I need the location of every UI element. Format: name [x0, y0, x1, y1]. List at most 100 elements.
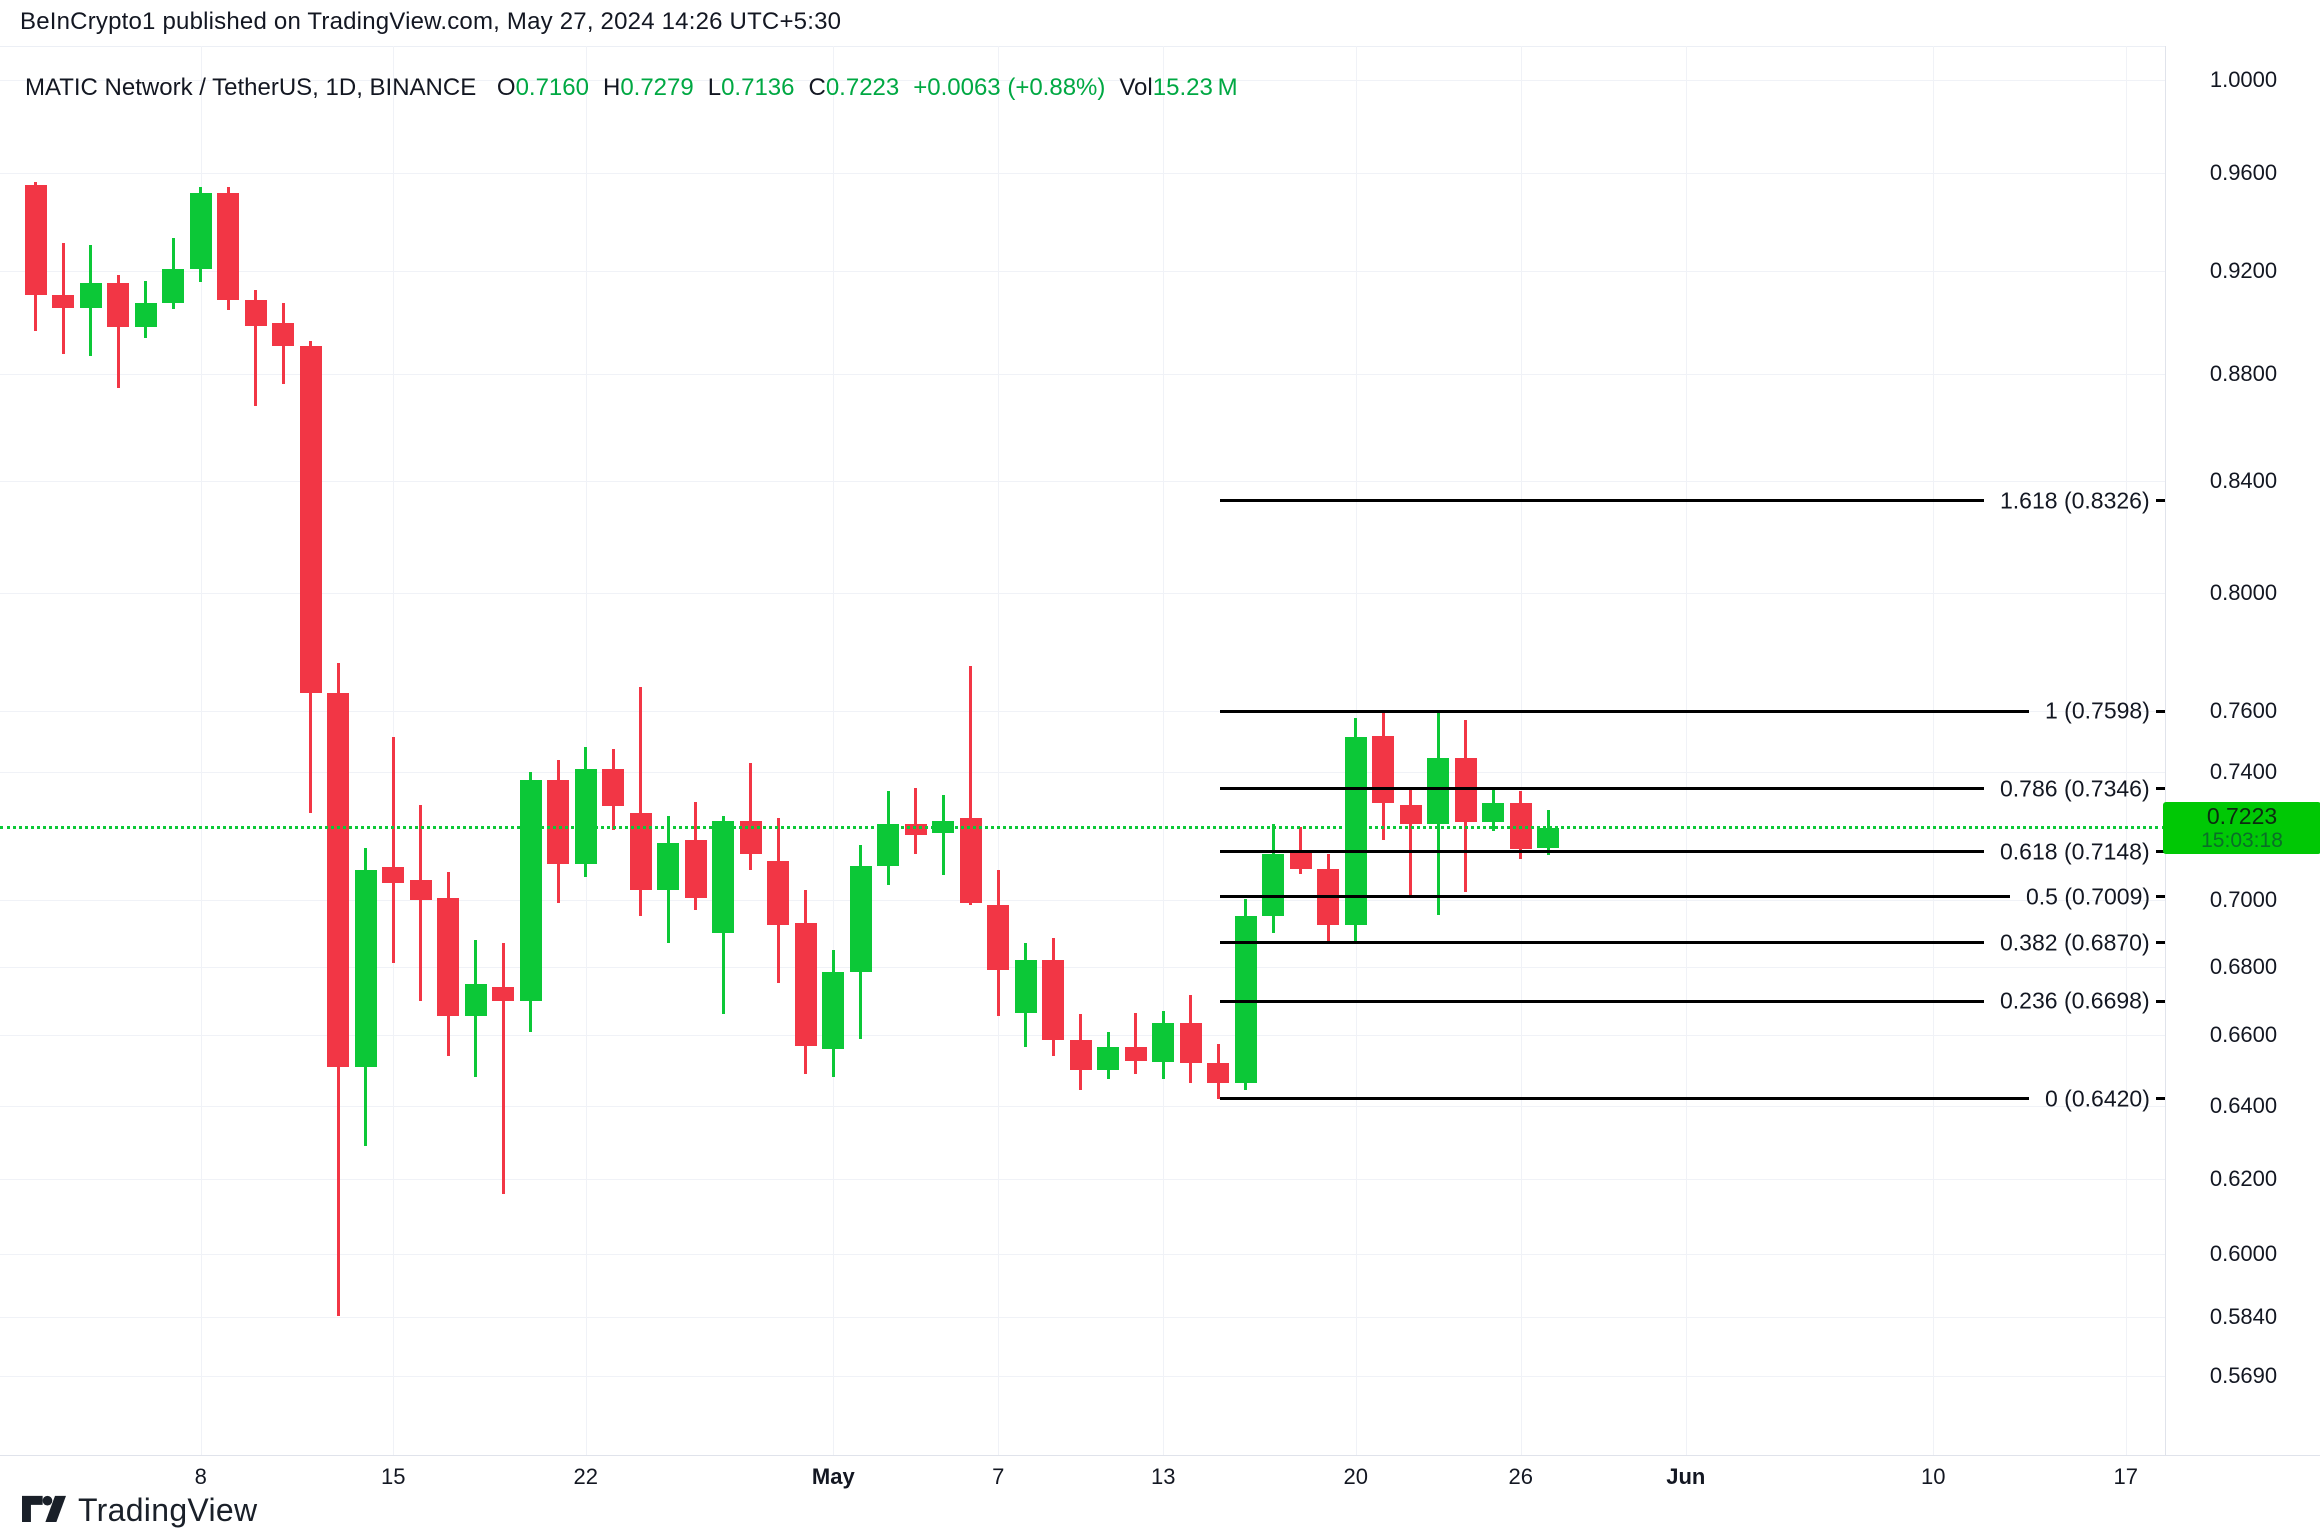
candle-body [107, 282, 130, 327]
candle-body [189, 192, 212, 269]
candle-wick [501, 942, 505, 1194]
tradingview-logo[interactable]: TradingView [22, 1492, 257, 1529]
fib-line [1220, 709, 2029, 713]
candle-body [24, 185, 47, 296]
symbol-title: MATIC Network / TetherUS, 1D, BINANCE [25, 74, 477, 101]
candle-body [1042, 959, 1065, 1041]
legend-field-change: +0.0063 (+0.88%) [913, 74, 1106, 101]
candle-body [1124, 1047, 1147, 1062]
price-tick-label: 0.6200 [2209, 1165, 2278, 1191]
price-tick-label: 1.0000 [2209, 66, 2278, 92]
candle-body [409, 880, 432, 900]
time-tick-label: 7 [992, 1464, 1005, 1489]
badge-countdown: 15:03:18 [2201, 828, 2283, 852]
current-price-line [0, 826, 2165, 830]
candle-body [1234, 916, 1257, 1083]
fib-dash [2156, 895, 2165, 899]
price-tick-label: 0.7400 [2209, 759, 2278, 784]
candle-body [464, 983, 487, 1017]
candle-body [767, 860, 790, 925]
v-gridline [2125, 46, 2127, 1455]
candle-body [1399, 804, 1422, 824]
candle-wick [969, 665, 973, 905]
price-tick-label: 0.6800 [2209, 953, 2278, 979]
price-tick-label: 0.9600 [2209, 160, 2278, 186]
current-price-badge: 0.7223 15:03:18 [2163, 801, 2320, 854]
fib-line [1220, 850, 1984, 854]
candle-body [1537, 827, 1560, 848]
candle-body [162, 268, 185, 303]
fib-label: 1 (0.7598) [2045, 697, 2150, 724]
h-gridline [0, 772, 2165, 773]
candle-body [299, 346, 322, 693]
fib-line [1220, 1097, 2029, 1101]
header-separator [0, 46, 2320, 47]
fib-dash [2156, 999, 2165, 1003]
candle-wick [116, 275, 120, 388]
price-tick-label: 0.7000 [2209, 886, 2278, 912]
candle-body [1482, 803, 1505, 823]
h-gridline [0, 899, 2165, 901]
price-tick-label: 0.5840 [2209, 1303, 2278, 1329]
fib-line [1220, 787, 1984, 791]
candle-body [1289, 852, 1312, 869]
candle-body [52, 295, 75, 308]
time-axis[interactable]: 8 15 22 May 7 13 20 26 Jun 10 17 [0, 1455, 2320, 1501]
fib-label: 0.236 (0.6698) [2000, 987, 2150, 1014]
time-tick-label: 26 [1508, 1464, 1534, 1489]
fib-dash [2156, 709, 2165, 713]
candle-wick [639, 686, 643, 917]
fib-label: 0.786 (0.7346) [2000, 775, 2150, 802]
fib-label: 0.5 (0.7009) [2026, 883, 2151, 910]
h-gridline [0, 1254, 2165, 1256]
candle-body [657, 843, 680, 890]
legend-field-C: C0.7223 [808, 74, 900, 101]
candle-body [547, 779, 570, 864]
candle-body [959, 817, 982, 904]
fib-label: 0 (0.6420) [2045, 1085, 2150, 1112]
chart-plot-area[interactable]: 1.618 (0.8326) 1 (0.7598) 0.786 (0.7346) 0.… [0, 46, 2165, 1455]
candle-body [79, 282, 102, 308]
h-gridline [0, 1376, 2165, 1378]
fib-line [1220, 999, 1984, 1003]
candle-body [1069, 1040, 1092, 1071]
legend-field-O: O0.7160 [496, 74, 589, 101]
h-gridline [0, 1178, 2165, 1180]
candle-body [1014, 959, 1037, 1013]
h-gridline [0, 966, 2165, 968]
tradingview-logo-text: TradingView [78, 1492, 258, 1528]
time-tick-label: May [811, 1464, 855, 1489]
badge-price: 0.7223 [2206, 802, 2278, 829]
legend-field-H: H0.7279 [602, 74, 694, 101]
candle-body [629, 812, 652, 890]
candle-body [904, 823, 927, 836]
h-gridline [0, 1105, 2165, 1107]
candle-body [1097, 1047, 1120, 1071]
legend-field-Vol: Vol15.23 M [1119, 74, 1238, 101]
symbol-legend[interactable]: MATIC Network / TetherUS, 1D, BINANCE O0… [25, 74, 1238, 102]
price-axis[interactable]: 1.0000 0.9600 0.9200 0.8800 0.8400 0.8000 0.76… [2163, 46, 2320, 1455]
h-gridline [0, 271, 2165, 273]
candle-body [574, 768, 597, 864]
candle-body [1179, 1023, 1202, 1064]
fib-dash [2156, 941, 2165, 945]
price-tick-label: 0.8400 [2209, 467, 2278, 493]
fib-line [1220, 499, 1984, 503]
v-gridline [1163, 46, 1165, 1455]
fib-label: 0.618 (0.7148) [2000, 838, 2150, 865]
candle-body [492, 986, 515, 1001]
v-gridline [833, 46, 835, 1455]
candle-body [794, 922, 817, 1046]
candle-body [1152, 1023, 1175, 1062]
v-gridline [1685, 46, 1687, 1455]
candle-wick [254, 290, 258, 407]
fib-dash [2156, 499, 2165, 503]
time-tick-label: Jun [1666, 1464, 1706, 1489]
legend-field-L: L0.7136 [707, 74, 795, 101]
h-gridline [0, 710, 2165, 712]
publish-header: BeInCrypto1 published on TradingView.com… [20, 8, 842, 35]
h-gridline [0, 173, 2165, 175]
v-gridline [1520, 46, 1522, 1455]
price-tick-label: 0.9200 [2209, 258, 2278, 284]
